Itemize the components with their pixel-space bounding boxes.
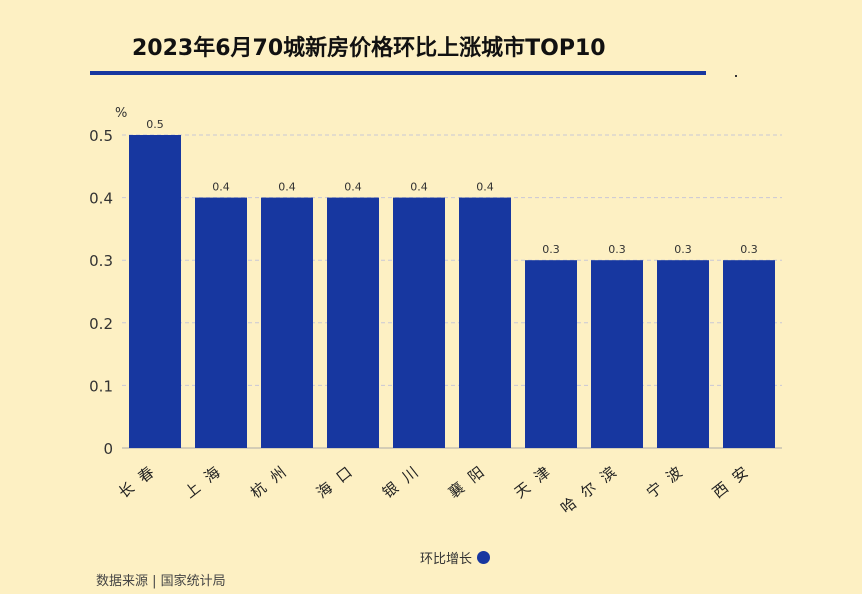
bar [525, 260, 577, 448]
x-tick-label: 上海 [181, 457, 231, 502]
legend-label: 环比增长 [420, 552, 473, 567]
legend: 环比增长 [420, 548, 491, 567]
y-tick-label: 0.2 [89, 315, 113, 333]
y-tick-label: 0.3 [89, 252, 113, 270]
x-tick-label: 天津 [511, 457, 561, 502]
title-underline [90, 71, 706, 75]
x-tick-label: 西安 [709, 457, 759, 502]
chart-title: 2023年6月70城新房价格环比上涨城市TOP10 [132, 36, 606, 61]
bar [195, 197, 247, 448]
x-tick-label: 哈尔滨 [557, 457, 627, 517]
bar [393, 197, 445, 448]
x-tick-label: 长春 [115, 457, 165, 502]
bar [129, 135, 181, 448]
data-label: 0.4 [344, 181, 362, 194]
bar [723, 260, 775, 448]
x-tick-label: 襄阳 [445, 457, 495, 502]
bar [657, 260, 709, 448]
bar [327, 197, 379, 448]
data-label: 0.4 [212, 181, 230, 194]
data-label: 0.3 [740, 243, 758, 256]
y-tick-label: 0.4 [89, 190, 113, 208]
bar [459, 197, 511, 448]
data-label: 0.5 [146, 118, 164, 131]
data-label: 0.3 [608, 243, 626, 256]
data-label: 0.4 [278, 181, 296, 194]
y-axis-label: % [115, 106, 127, 121]
bar [591, 260, 643, 448]
x-tick-label: 宁波 [643, 457, 693, 502]
bar [261, 197, 313, 448]
data-label: 0.4 [476, 181, 494, 194]
x-tick-label: 海口 [313, 457, 363, 502]
y-tick-label: 0 [103, 440, 113, 458]
source-note: 数据来源 | 国家统计局 [96, 574, 226, 589]
x-tick-label: 银川 [379, 457, 429, 502]
decorative-dot [735, 75, 737, 77]
data-label: 0.3 [542, 243, 560, 256]
y-tick-label: 0.1 [89, 377, 113, 395]
legend-swatch [477, 551, 491, 564]
data-label: 0.4 [410, 181, 428, 194]
data-label: 0.3 [674, 243, 692, 256]
y-tick-label: 0.5 [89, 127, 113, 145]
x-tick-label: 杭州 [247, 457, 297, 502]
